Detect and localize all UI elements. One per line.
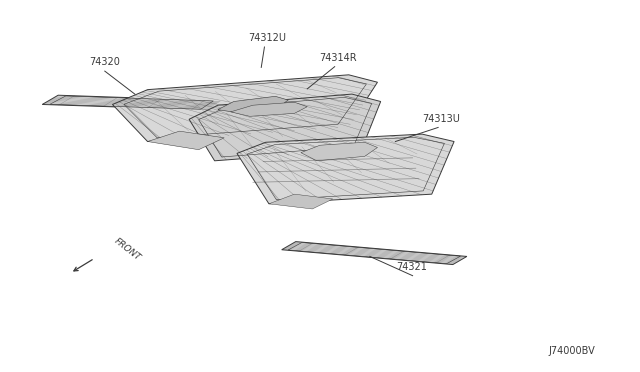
Polygon shape bbox=[237, 134, 454, 204]
Polygon shape bbox=[282, 241, 467, 264]
Text: FRONT: FRONT bbox=[113, 236, 142, 262]
Polygon shape bbox=[301, 142, 378, 161]
Polygon shape bbox=[269, 194, 333, 209]
Text: 74321: 74321 bbox=[397, 262, 428, 272]
Text: 74320: 74320 bbox=[89, 57, 120, 67]
Polygon shape bbox=[230, 102, 307, 116]
Text: 74314R: 74314R bbox=[319, 53, 356, 63]
Polygon shape bbox=[189, 94, 381, 161]
Polygon shape bbox=[42, 95, 221, 110]
Polygon shape bbox=[113, 75, 378, 141]
Text: 74312U: 74312U bbox=[248, 33, 287, 43]
Polygon shape bbox=[148, 131, 224, 150]
Text: J74000BV: J74000BV bbox=[549, 346, 596, 356]
Polygon shape bbox=[218, 96, 288, 113]
Text: 74313U: 74313U bbox=[422, 114, 460, 124]
